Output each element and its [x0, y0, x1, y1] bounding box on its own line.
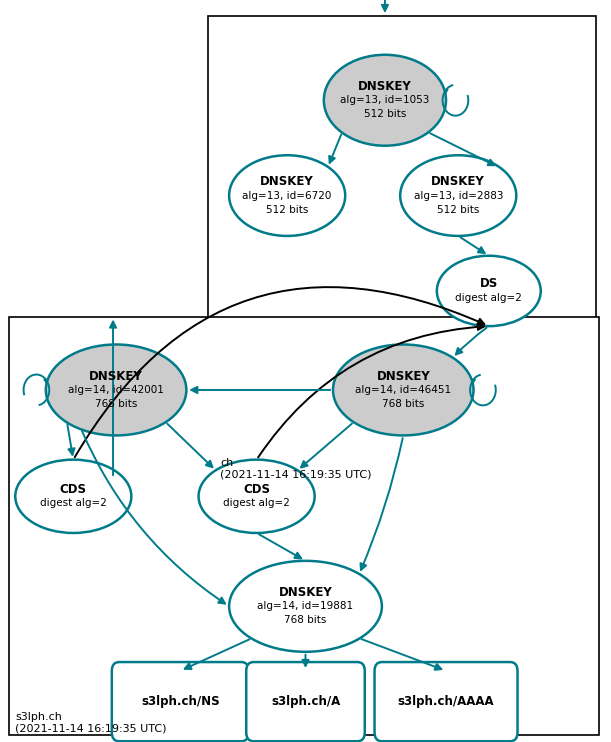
Text: DNSKEY: DNSKEY	[279, 586, 332, 599]
Text: digest alg=2: digest alg=2	[40, 499, 107, 508]
Text: alg=14, id=42001: alg=14, id=42001	[68, 385, 164, 395]
Text: s3lph.ch/AAAA: s3lph.ch/AAAA	[398, 695, 494, 708]
Text: 768 bits: 768 bits	[284, 615, 327, 626]
Ellipse shape	[333, 344, 474, 436]
Text: 768 bits: 768 bits	[95, 399, 137, 409]
Text: alg=13, id=6720: alg=13, id=6720	[243, 191, 332, 200]
Ellipse shape	[15, 459, 131, 533]
Text: CDS: CDS	[60, 483, 87, 496]
Text: 768 bits: 768 bits	[382, 399, 425, 409]
FancyBboxPatch shape	[9, 317, 599, 735]
Ellipse shape	[46, 344, 186, 436]
Ellipse shape	[229, 155, 345, 236]
Text: s3lph.ch
(2021-11-14 16:19:35 UTC): s3lph.ch (2021-11-14 16:19:35 UTC)	[15, 712, 167, 733]
FancyBboxPatch shape	[112, 662, 249, 741]
Ellipse shape	[324, 55, 446, 145]
Text: DS: DS	[480, 278, 498, 290]
Ellipse shape	[229, 561, 382, 651]
Text: digest alg=2: digest alg=2	[223, 499, 290, 508]
Text: alg=13, id=2883: alg=13, id=2883	[414, 191, 503, 200]
Text: alg=14, id=46451: alg=14, id=46451	[355, 385, 452, 395]
Text: s3lph.ch/NS: s3lph.ch/NS	[141, 695, 219, 708]
Text: alg=14, id=19881: alg=14, id=19881	[257, 601, 354, 611]
Text: DNSKEY: DNSKEY	[358, 80, 412, 93]
Text: alg=13, id=1053: alg=13, id=1053	[340, 95, 430, 105]
Text: digest alg=2: digest alg=2	[455, 293, 522, 303]
Ellipse shape	[437, 256, 541, 326]
Text: DNSKEY: DNSKEY	[431, 175, 485, 188]
Text: DNSKEY: DNSKEY	[89, 370, 143, 383]
Ellipse shape	[199, 459, 315, 533]
FancyBboxPatch shape	[246, 662, 365, 741]
Text: 512 bits: 512 bits	[437, 205, 480, 214]
Text: s3lph.ch/A: s3lph.ch/A	[271, 695, 340, 708]
Text: 512 bits: 512 bits	[364, 109, 406, 119]
Text: DNSKEY: DNSKEY	[260, 175, 314, 188]
Ellipse shape	[400, 155, 516, 236]
Text: ch
(2021-11-14 16:19:35 UTC): ch (2021-11-14 16:19:35 UTC)	[220, 458, 371, 479]
FancyBboxPatch shape	[208, 16, 596, 482]
FancyBboxPatch shape	[375, 662, 518, 741]
Text: DNSKEY: DNSKEY	[376, 370, 430, 383]
Text: CDS: CDS	[243, 483, 270, 496]
Text: 512 bits: 512 bits	[266, 205, 309, 214]
